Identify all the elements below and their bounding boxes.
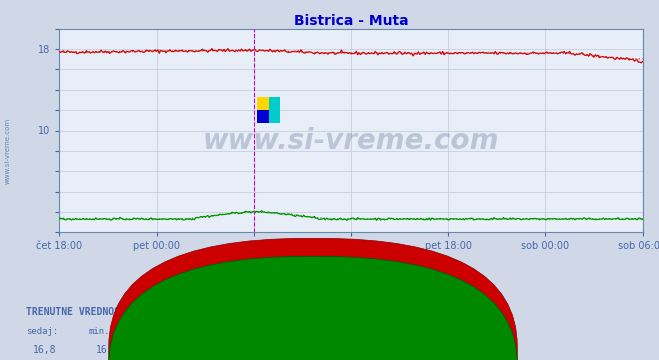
Text: povpr.:: povpr.: xyxy=(152,327,189,336)
Text: 17,5: 17,5 xyxy=(158,345,182,355)
Text: 16,8: 16,8 xyxy=(33,345,57,355)
Text: www.si-vreme.com: www.si-vreme.com xyxy=(203,127,499,155)
Bar xyxy=(257,97,269,110)
Text: temperatura[C]: temperatura[C] xyxy=(324,345,407,355)
Bar xyxy=(269,97,280,110)
Text: navpična črta - razdelek 24 ur: navpična črta - razdelek 24 ur xyxy=(249,299,410,309)
Text: min.:: min.: xyxy=(89,327,116,336)
Text: www.si-vreme.com: www.si-vreme.com xyxy=(5,118,11,184)
Bar xyxy=(257,110,269,123)
Text: Meritve: povprečne  Enote: metrične  Črta: povprečje: Meritve: povprečne Enote: metrične Črta:… xyxy=(190,280,469,291)
Title: Bistrica - Muta: Bistrica - Muta xyxy=(294,14,408,28)
Bar xyxy=(269,110,280,123)
Text: sedaj:: sedaj: xyxy=(26,327,59,336)
Text: zadnji teden / 30 minut.: zadnji teden / 30 minut. xyxy=(265,262,394,271)
Text: TRENUTNE VREDNOSTI (polna črta):: TRENUTNE VREDNOSTI (polna črta): xyxy=(26,307,214,317)
Text: Bistrica - Muta: Bistrica - Muta xyxy=(310,327,398,337)
Text: 18,0: 18,0 xyxy=(221,345,244,355)
Text: maks.:: maks.: xyxy=(214,327,246,336)
Text: 16,8: 16,8 xyxy=(96,345,119,355)
Text: Slovenija / reke in morje.: Slovenija / reke in morje. xyxy=(260,243,399,252)
